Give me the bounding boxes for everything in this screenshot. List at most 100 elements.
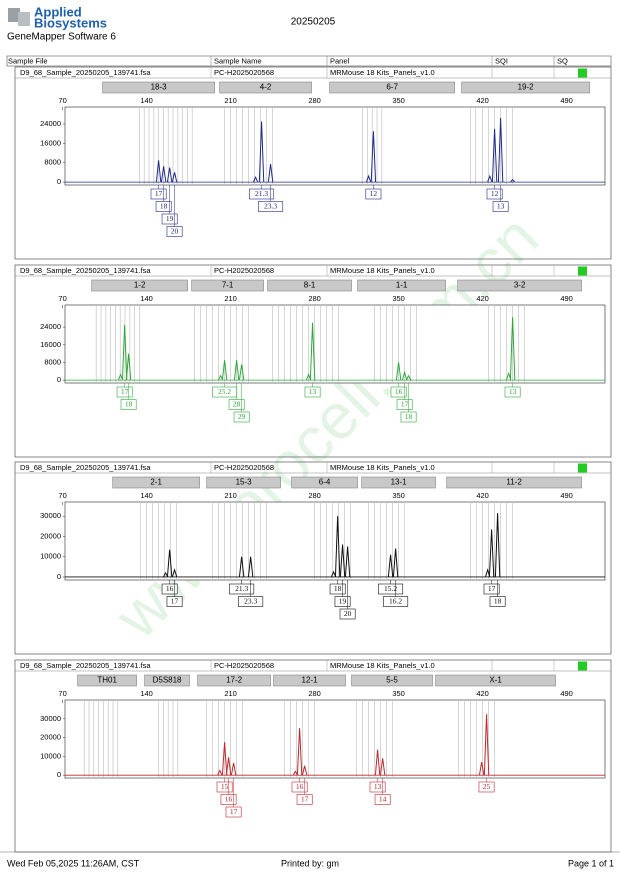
peak bbox=[478, 761, 485, 776]
peak bbox=[387, 554, 394, 578]
x-tick-label: 420 bbox=[476, 294, 489, 303]
x-tick-label: 210 bbox=[224, 294, 237, 303]
marker-label: 17-2 bbox=[226, 676, 243, 685]
allele-box bbox=[228, 399, 245, 410]
panel-frame bbox=[14, 264, 612, 458]
peak bbox=[258, 121, 265, 183]
x-tick-label: 280 bbox=[308, 491, 321, 500]
x-tick-label: 280 bbox=[308, 294, 321, 303]
marker-label: 7-1 bbox=[222, 281, 234, 290]
peak bbox=[162, 571, 169, 578]
marker-label: 13-1 bbox=[391, 478, 408, 487]
marker-label: 1-2 bbox=[134, 281, 146, 290]
peak bbox=[488, 529, 495, 577]
allele-label: 19 bbox=[339, 597, 347, 606]
allele-label: 18 bbox=[125, 400, 133, 409]
logo-box-a bbox=[8, 8, 20, 22]
sq-indicator bbox=[578, 266, 587, 276]
marker-box bbox=[457, 279, 582, 292]
x-tick-label: 70 bbox=[58, 689, 66, 698]
allele-label: 15 bbox=[221, 782, 229, 791]
sample-file: D9_68_Sample_20250205_139741.fsa bbox=[20, 463, 151, 472]
x-tick-label: 350 bbox=[392, 294, 405, 303]
allele-label: 15.2 bbox=[384, 584, 397, 593]
allele-label: 16 bbox=[395, 387, 403, 396]
marker-label: D5S818 bbox=[153, 676, 182, 685]
allele-box bbox=[249, 188, 275, 200]
column-title: Panel bbox=[330, 56, 350, 65]
peak bbox=[217, 769, 223, 776]
x-tick-label: 140 bbox=[140, 689, 153, 698]
peak bbox=[374, 749, 381, 776]
marker-label: X-1 bbox=[489, 676, 502, 685]
sample-file: D9_68_Sample_20250205_139741.fsa bbox=[20, 266, 151, 275]
peak bbox=[267, 163, 274, 183]
y-tick-label: 24000 bbox=[40, 119, 61, 128]
marker-box bbox=[219, 81, 312, 94]
allele-box bbox=[161, 583, 178, 595]
allele-box bbox=[155, 201, 172, 212]
allele-label: 13 bbox=[509, 387, 517, 396]
sample-file: D9_68_Sample_20250205_139741.fsa bbox=[20, 68, 151, 77]
y-tick-label: 24000 bbox=[40, 322, 61, 331]
allele-label: 18 bbox=[160, 202, 168, 211]
peak bbox=[171, 172, 178, 183]
marker-label: 19-2 bbox=[518, 83, 535, 92]
peak bbox=[225, 757, 232, 776]
y-tick-label: 16000 bbox=[40, 340, 61, 349]
peak bbox=[233, 360, 240, 381]
allele-label: 28 bbox=[233, 400, 241, 409]
peak bbox=[483, 714, 490, 776]
y-tick-label: 20000 bbox=[40, 531, 61, 540]
sample-name: PC-H2025020568 bbox=[214, 266, 274, 275]
y-tick-label: 0 bbox=[57, 770, 61, 779]
brand-line-1: Applied bbox=[34, 4, 82, 19]
allele-box bbox=[116, 386, 133, 398]
plot-area bbox=[64, 304, 606, 384]
panel-frame bbox=[14, 66, 612, 260]
allele-label: 29 bbox=[238, 412, 246, 421]
panel-name: MRMouse 18 Kits_Panels_v1.0 bbox=[330, 68, 435, 77]
allele-box bbox=[486, 188, 503, 200]
x-tick-label: 140 bbox=[140, 96, 153, 105]
allele-label: 13 bbox=[309, 387, 317, 396]
allele-label: 18 bbox=[494, 597, 502, 606]
allele-label: 17 bbox=[121, 387, 129, 396]
peak bbox=[238, 364, 245, 381]
peak bbox=[487, 174, 493, 183]
allele-box bbox=[166, 596, 183, 607]
marker-box bbox=[361, 476, 436, 489]
x-tick-label: 210 bbox=[224, 491, 237, 500]
allele-box bbox=[161, 213, 178, 225]
x-tick-label: 350 bbox=[392, 96, 405, 105]
x-tick-label: 210 bbox=[224, 96, 237, 105]
marker-label: 1-1 bbox=[396, 281, 408, 290]
allele-box bbox=[233, 411, 250, 423]
allele-box bbox=[483, 583, 500, 595]
marker-box bbox=[206, 476, 281, 489]
panel-frame bbox=[14, 461, 612, 655]
y-tick-label: 0 bbox=[57, 375, 61, 384]
peak bbox=[166, 549, 173, 578]
allele-box bbox=[489, 596, 506, 607]
allele-box bbox=[383, 596, 409, 607]
allele-box bbox=[304, 386, 321, 398]
y-tick-label: 0 bbox=[57, 572, 61, 581]
column-title: Sample File bbox=[8, 56, 48, 65]
peak bbox=[121, 324, 128, 381]
allele-box bbox=[216, 781, 233, 793]
sample-name: PC-H2025020568 bbox=[214, 68, 274, 77]
x-tick-label: 280 bbox=[308, 96, 321, 105]
peak bbox=[230, 762, 237, 776]
peak bbox=[166, 167, 173, 183]
allele-box bbox=[334, 596, 351, 607]
peak bbox=[301, 765, 308, 776]
allele-box bbox=[374, 794, 391, 805]
y-tick-label: 0 bbox=[57, 177, 61, 186]
marker-label: 18-3 bbox=[151, 83, 168, 92]
allele-box bbox=[150, 188, 167, 200]
marker-label: 6-7 bbox=[386, 83, 398, 92]
column-title: Sample Name bbox=[214, 56, 262, 65]
allele-label: 23.3 bbox=[244, 597, 257, 606]
allele-box bbox=[390, 386, 407, 398]
